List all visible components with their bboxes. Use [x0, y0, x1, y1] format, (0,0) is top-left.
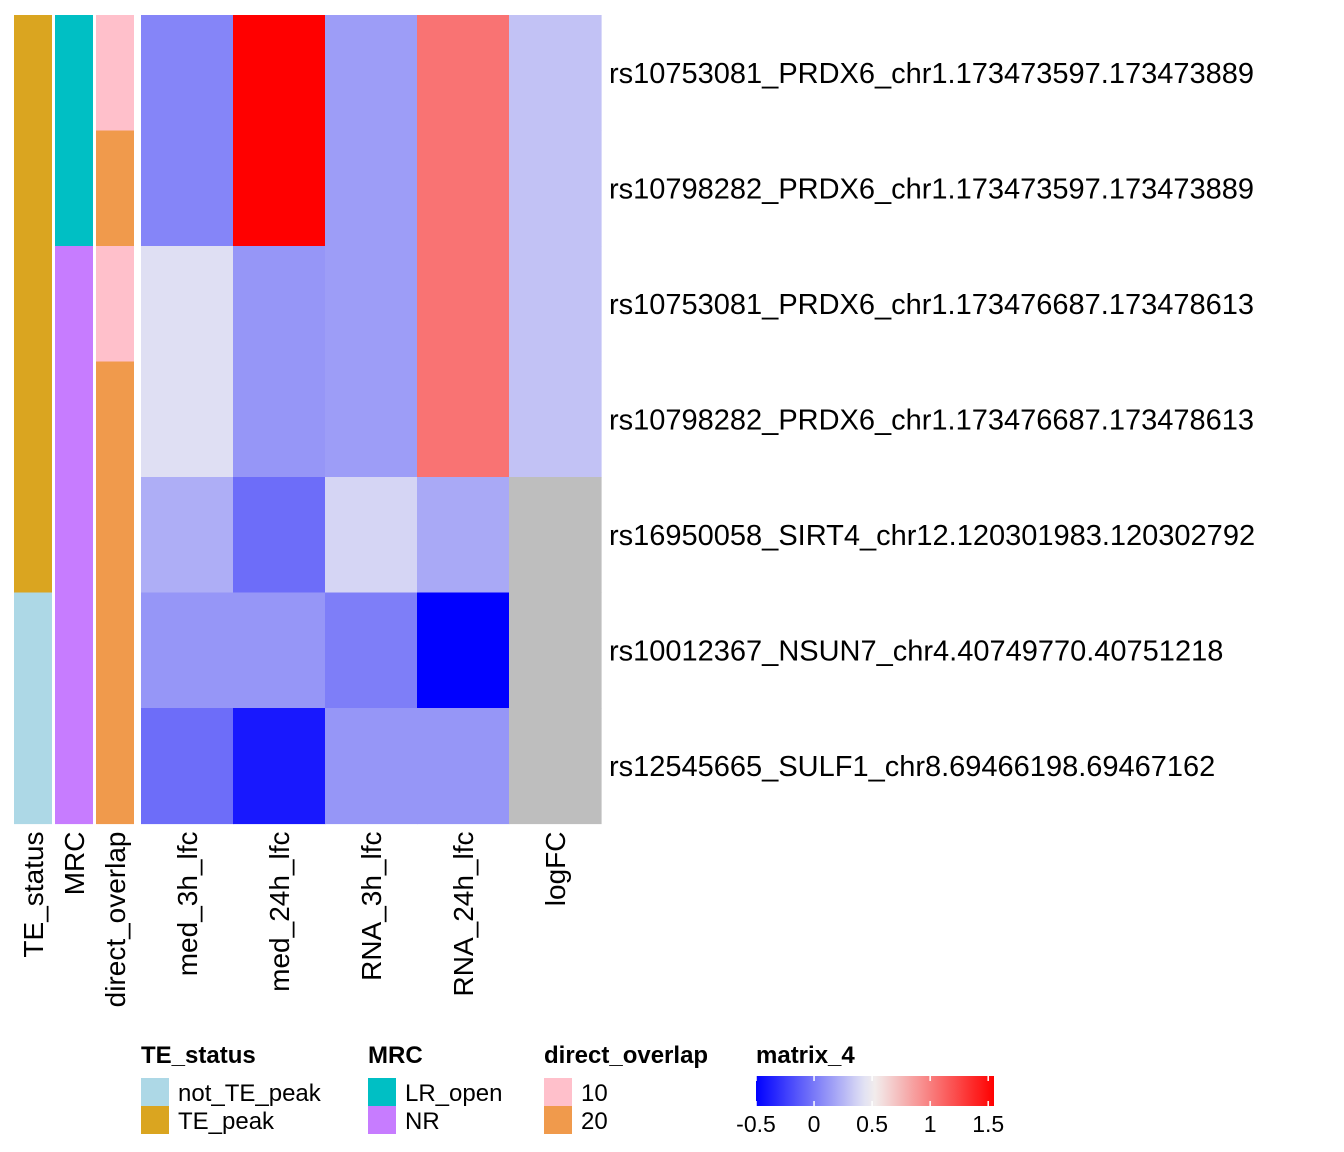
- legend-title: TE_status: [141, 1042, 256, 1069]
- annotation-cell-MRC: [55, 15, 93, 132]
- heatmap-cell: [325, 246, 418, 363]
- annotation-cell-MRC: [55, 708, 93, 825]
- heatmap-cell: [417, 130, 510, 247]
- row-label: rs16950058_SIRT4_chr12.120301983.1203027…: [609, 520, 1255, 552]
- heatmap-cell: [233, 15, 326, 132]
- column-label: RNA_24h_lfc: [448, 832, 479, 997]
- heatmap-cell: [325, 477, 418, 594]
- column-label: logFC: [540, 832, 571, 907]
- heatmap-cell: [141, 15, 234, 132]
- legend-label: not_TE_peak: [178, 1080, 322, 1107]
- annotation-cell-TE_status: [14, 15, 52, 132]
- heatmap-cell: [509, 15, 602, 132]
- row-label: rs10753081_PRDX6_chr1.173473597.17347388…: [609, 58, 1254, 90]
- row-labels: rs10753081_PRDX6_chr1.173473597.17347388…: [609, 58, 1255, 783]
- annotation-tracks: [14, 15, 134, 825]
- heatmap-cell: [233, 246, 326, 363]
- heatmap-cell: [509, 246, 602, 363]
- column-label: TE_status: [18, 832, 49, 958]
- legend-title: direct_overlap: [544, 1042, 708, 1069]
- annotation-cell-direct_overlap: [96, 592, 134, 709]
- heatmap-cell: [417, 246, 510, 363]
- column-label: direct_overlap: [100, 832, 131, 1008]
- heatmap-cell: [509, 130, 602, 247]
- annotation-cell-direct_overlap: [96, 130, 134, 247]
- row-label: rs10798282_PRDX6_chr1.173476687.17347861…: [609, 404, 1254, 436]
- heatmap-cell: [141, 361, 234, 478]
- heatmap-cell: [325, 130, 418, 247]
- column-label: MRC: [59, 832, 90, 896]
- annotation-cell-direct_overlap: [96, 477, 134, 594]
- legend-label: 10: [581, 1080, 608, 1107]
- annotation-cell-MRC: [55, 246, 93, 363]
- column-label: RNA_3h_lfc: [356, 832, 387, 981]
- heatmap-cell: [141, 246, 234, 363]
- heatmap-cell: [509, 708, 602, 825]
- heatmap-cell: [233, 592, 326, 709]
- annotation-cell-TE_status: [14, 592, 52, 709]
- heatmap-cell: [325, 708, 418, 825]
- annotation-cell-TE_status: [14, 361, 52, 478]
- colorbar: [756, 1076, 994, 1106]
- column-label: med_24h_lfc: [264, 832, 295, 992]
- row-label: rs10798282_PRDX6_chr1.173473597.17347388…: [609, 173, 1254, 205]
- heatmap-cell: [233, 361, 326, 478]
- annotation-cell-direct_overlap: [96, 15, 134, 132]
- heatmap-cell: [233, 477, 326, 594]
- column-labels: TE_status MRC direct_overlap med_3h_lfc med_…: [18, 832, 571, 1008]
- legend-label: TE_peak: [178, 1108, 275, 1135]
- colorbar-title: matrix_4: [756, 1042, 855, 1069]
- legend-swatch: [368, 1106, 396, 1134]
- heatmap-cell: [417, 477, 510, 594]
- row-label: rs12545665_SULF1_chr8.69466198.69467162: [609, 751, 1215, 783]
- annotation-cell-MRC: [55, 361, 93, 478]
- heatmap-cell: [509, 361, 602, 478]
- annotation-cell-TE_status: [14, 130, 52, 247]
- heatmap-cell: [233, 708, 326, 825]
- column-label: med_3h_lfc: [172, 832, 203, 977]
- heatmap-cell: [417, 592, 510, 709]
- legend-swatch: [141, 1106, 169, 1134]
- colorbar-tick-label: 0: [808, 1111, 821, 1137]
- annotation-cell-direct_overlap: [96, 361, 134, 478]
- annotation-cell-direct_overlap: [96, 246, 134, 363]
- heatmap-cell: [509, 477, 602, 594]
- heatmap-cell: [325, 15, 418, 132]
- heatmap-cell: [141, 130, 234, 247]
- heatmap-cell: [417, 15, 510, 132]
- heatmap-cell: [509, 592, 602, 709]
- annotation-cell-TE_status: [14, 246, 52, 363]
- heatmap-cell: [325, 361, 418, 478]
- heatmap-cell: [233, 130, 326, 247]
- colorbar-tick-label: 1: [924, 1111, 937, 1137]
- row-label: rs10753081_PRDX6_chr1.173476687.17347861…: [609, 289, 1254, 321]
- annotation-cell-MRC: [55, 592, 93, 709]
- heatmap-cell: [417, 708, 510, 825]
- legend-label: 20: [581, 1108, 608, 1135]
- annotation-cell-direct_overlap: [96, 708, 134, 825]
- legend-swatch: [141, 1078, 169, 1106]
- legend-label: LR_open: [405, 1080, 502, 1107]
- row-label: rs10012367_NSUN7_chr4.40749770.40751218: [609, 635, 1223, 667]
- heatmap-cell: [141, 708, 234, 825]
- annotation-cell-MRC: [55, 130, 93, 247]
- heatmap-cells: [141, 15, 602, 825]
- colorbar-tick-label: 1.5: [972, 1111, 1004, 1137]
- annotation-cell-MRC: [55, 477, 93, 594]
- heatmap-cell: [141, 477, 234, 594]
- heatmap-cell: [325, 592, 418, 709]
- legend-swatch: [544, 1078, 572, 1106]
- annotation-cell-TE_status: [14, 477, 52, 594]
- legend-label: NR: [405, 1108, 440, 1135]
- legend-swatch: [544, 1106, 572, 1134]
- colorbar-tick-label: -0.5: [736, 1111, 776, 1137]
- legend-title: MRC: [368, 1042, 423, 1069]
- annotation-cell-TE_status: [14, 708, 52, 825]
- heatmap-cell: [141, 592, 234, 709]
- legend-swatch: [368, 1078, 396, 1106]
- colorbar-tick-label: 0.5: [856, 1111, 888, 1137]
- heatmap-cell: [417, 361, 510, 478]
